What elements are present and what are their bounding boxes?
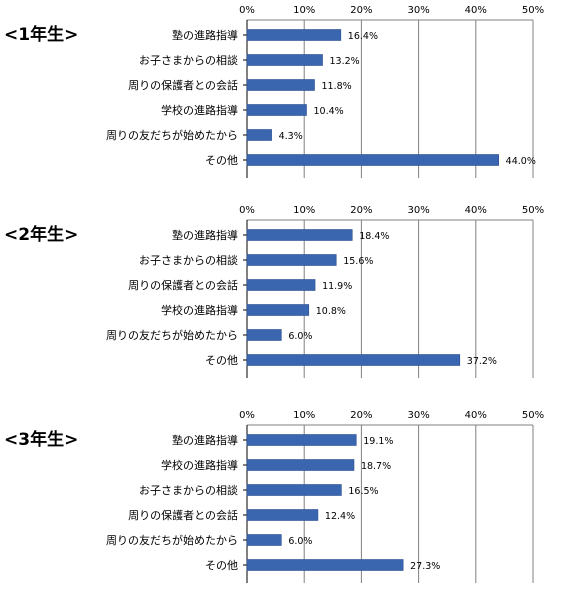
x-tick-label: 40%: [465, 410, 487, 421]
x-tick-label: 0%: [239, 410, 255, 421]
chart-panel-3: <3年生> 0% 10% 20% 30% 40% 50% 塾の進路指導 19.1% 学校の進路指…: [0, 405, 581, 595]
x-tick-label: 50%: [522, 205, 544, 216]
category-label: 周りの友だちが始めたから: [106, 128, 238, 142]
bar: [246, 304, 310, 316]
category-label: お子さまからの相談: [139, 253, 238, 267]
bar: [246, 559, 404, 571]
data-label: 10.4%: [313, 106, 343, 117]
x-tick-label: 30%: [407, 5, 429, 16]
data-label: 16.4%: [348, 31, 378, 42]
x-tick-label: 50%: [522, 5, 544, 16]
bar: [246, 329, 282, 341]
x-tick-label: 30%: [407, 205, 429, 216]
x-tick-label: 40%: [465, 5, 487, 16]
data-label: 18.4%: [359, 231, 389, 242]
data-label: 37.2%: [467, 356, 497, 367]
bar: [246, 29, 342, 41]
data-label: 16.5%: [348, 486, 378, 497]
data-label: 6.0%: [288, 331, 312, 342]
chart-title: <2年生>: [4, 225, 79, 245]
category-label: その他: [205, 559, 238, 572]
bar: [246, 459, 355, 471]
bar: [246, 534, 282, 546]
data-label: 13.2%: [330, 56, 360, 67]
category-label: 塾の進路指導: [172, 228, 238, 242]
x-tick-label: 30%: [407, 410, 429, 421]
category-label: 周りの友だちが始めたから: [106, 533, 238, 547]
x-tick-label: 10%: [293, 5, 315, 16]
category-label: お子さまからの相談: [139, 53, 238, 67]
bar-chart: 0% 10% 20% 30% 40% 50% 塾の進路指導 16.4% お子さまからの相談 13.…: [106, 5, 544, 178]
bar: [246, 154, 499, 166]
bar-chart: 0% 10% 20% 30% 40% 50% 塾の進路指導 18.4% お子さまからの相談 15.…: [106, 205, 544, 378]
data-label: 19.1%: [363, 436, 393, 447]
data-label: 11.8%: [321, 81, 351, 92]
category-label: 塾の進路指導: [172, 433, 238, 447]
category-label: 学校の進路指導: [161, 103, 238, 117]
bar: [246, 434, 357, 446]
data-label: 12.4%: [325, 511, 355, 522]
category-label: お子さまからの相談: [139, 483, 238, 497]
data-label: 44.0%: [506, 156, 536, 167]
data-label: 6.0%: [288, 536, 312, 547]
category-label: 塾の進路指導: [172, 28, 238, 42]
x-tick-label: 20%: [350, 205, 372, 216]
x-tick-label: 10%: [293, 410, 315, 421]
bar: [246, 54, 323, 66]
category-label: その他: [205, 354, 238, 367]
chart-title: <3年生>: [4, 430, 79, 450]
category-label: 周りの保護者との会話: [128, 78, 238, 92]
x-tick-label: 0%: [239, 5, 255, 16]
bar: [246, 279, 316, 291]
bar: [246, 79, 315, 91]
data-label: 15.6%: [343, 256, 373, 267]
x-tick-label: 10%: [293, 205, 315, 216]
bar: [246, 254, 337, 266]
bar: [246, 484, 342, 496]
category-label: 学校の進路指導: [161, 303, 238, 317]
bar: [246, 129, 272, 141]
bar: [246, 229, 353, 241]
category-label: その他: [205, 154, 238, 167]
category-label: 周りの友だちが始めたから: [106, 328, 238, 342]
data-label: 11.9%: [322, 281, 352, 292]
data-label: 27.3%: [410, 561, 440, 572]
chart-panel-1: <1年生> 0% 10% 20% 30% 40% 50% 塾の進路指導 16.4% お子さまから…: [0, 0, 581, 190]
x-tick-label: 50%: [522, 410, 544, 421]
chart-panel-2: <2年生> 0% 10% 20% 30% 40% 50% 塾の進路指導 18.4% お子さまから…: [0, 200, 581, 390]
data-label: 18.7%: [361, 461, 391, 472]
chart-title: <1年生>: [4, 25, 79, 45]
x-tick-label: 0%: [239, 205, 255, 216]
category-label: 周りの保護者との会話: [128, 508, 238, 522]
data-label: 4.3%: [279, 131, 303, 142]
bar: [246, 354, 461, 366]
data-label: 10.8%: [316, 306, 346, 317]
category-label: 学校の進路指導: [161, 458, 238, 472]
bar: [246, 104, 307, 116]
bar-chart: 0% 10% 20% 30% 40% 50% 塾の進路指導 19.1% 学校の進路指導 18.7%…: [106, 410, 544, 583]
bar: [246, 509, 319, 521]
category-label: 周りの保護者との会話: [128, 278, 238, 292]
x-tick-label: 20%: [350, 410, 372, 421]
x-tick-label: 20%: [350, 5, 372, 16]
x-tick-label: 40%: [465, 205, 487, 216]
